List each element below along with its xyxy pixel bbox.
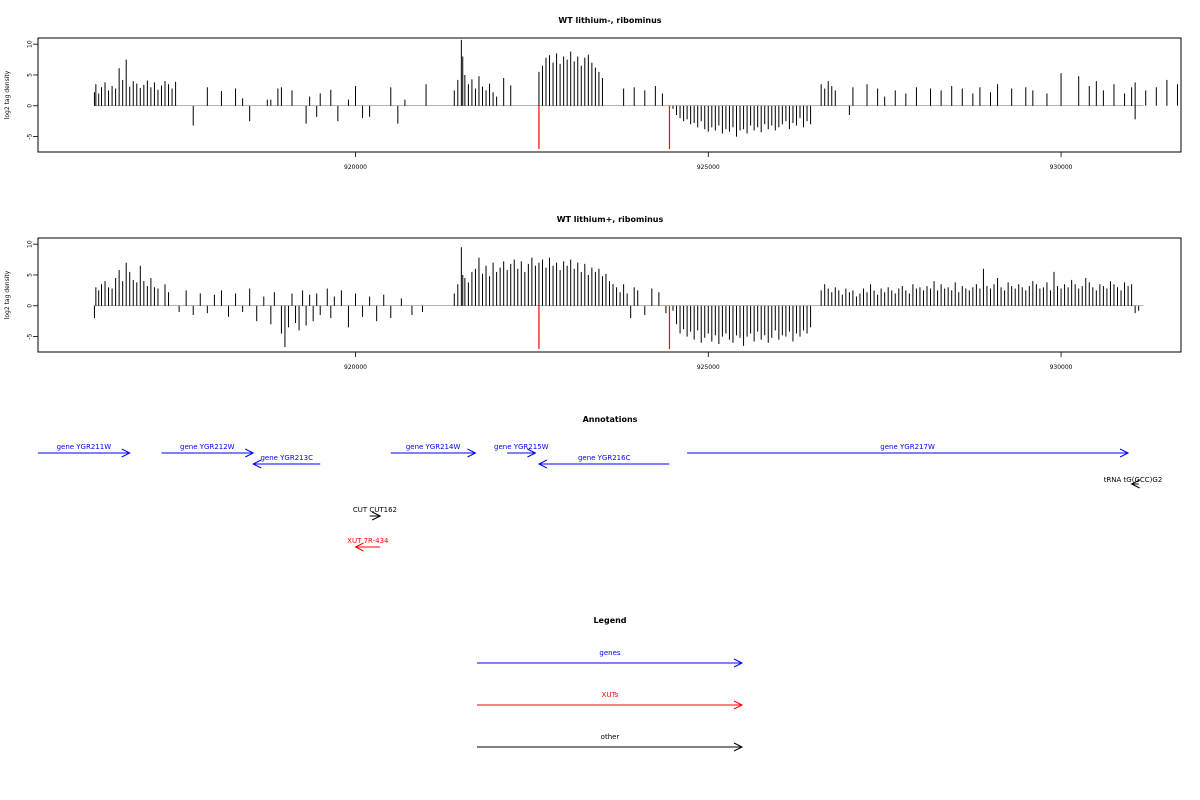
annotation-item: tRNA tG(GCC)G2 <box>1104 476 1163 489</box>
annotation-label: CUT CUT162 <box>353 506 397 514</box>
legend-label: XUTs <box>602 691 619 699</box>
annotation-item: gene YGR212W <box>161 443 255 458</box>
annotation-item: gene YGR216C <box>537 454 670 469</box>
y-tick-label: -5 <box>27 333 34 339</box>
y-axis-label: log2 tag density <box>4 270 11 319</box>
annotation-item: XUT 7R-434 <box>347 537 389 552</box>
y-tick-label: 0 <box>27 104 34 108</box>
legend-entry: XUTs <box>477 691 744 710</box>
plot-frame <box>37 37 1182 153</box>
y-tick-label: 0 <box>27 304 34 308</box>
legend-title: Legend <box>593 616 626 625</box>
annotation-label: tRNA tG(GCC)G2 <box>1104 476 1163 484</box>
x-tick-label: 930000 <box>1050 364 1073 371</box>
x-tick-label: 930000 <box>1050 164 1073 171</box>
chart-title: WT lithium-, ribominus <box>558 16 661 25</box>
arrow-head <box>527 448 537 458</box>
annotation-item: gene YGR211W <box>38 443 131 458</box>
annotation-label: gene YGR215W <box>494 443 549 451</box>
annotations-panel: Annotations gene YGR211W gene YGR212Wgene… <box>38 415 1163 552</box>
annotation-label: gene YGR214W <box>406 443 461 451</box>
x-tick-label: 925000 <box>697 164 720 171</box>
bar-group <box>93 39 1178 149</box>
arrow-head <box>1130 479 1140 489</box>
arrow-head <box>371 511 382 521</box>
annotation-label: XUT 7R-434 <box>347 537 389 545</box>
arrow-head <box>121 448 131 458</box>
annotation-item: gene YGR214W <box>390 443 477 458</box>
arrow-head <box>733 700 744 710</box>
arrow-head <box>252 459 262 469</box>
legend-label: genes <box>599 649 620 657</box>
arrow-head <box>733 742 744 752</box>
y-axis: 10 5 0 -5 <box>27 240 38 340</box>
legend-entry: genes <box>477 649 744 668</box>
annotation-item: gene YGR215W <box>494 443 549 458</box>
annotation-label: gene YGR212W <box>180 443 235 451</box>
y-axis: 10 5 0 -5 <box>27 40 38 140</box>
chart-title: WT lithium+, ribominus <box>557 215 664 224</box>
arrow-head <box>733 658 744 668</box>
bar-group <box>93 247 1144 349</box>
annotation-label: gene YGR211W <box>57 443 112 451</box>
annotations-title: Annotations <box>583 415 638 424</box>
legend: Legend genes XUTs other <box>477 616 744 752</box>
annotation-item: gene YGR213C <box>252 454 321 469</box>
arrow-head <box>1119 448 1130 458</box>
y-axis-label: log2 tag density <box>4 70 11 119</box>
annotation-items: gene YGR211W gene YGR212W gene YGR213C gene… <box>38 443 1163 552</box>
legend-entry: other <box>477 733 744 752</box>
annotation-item: gene YGR217W <box>687 443 1130 458</box>
x-tick-label: 920000 <box>344 164 367 171</box>
x-axis: 920000 925000 930000 <box>344 152 1073 171</box>
y-tick-label: -5 <box>27 133 34 139</box>
legend-label: other <box>601 733 620 741</box>
annotation-label: gene YGR217W <box>880 443 935 451</box>
arrow-head <box>354 542 364 552</box>
y-tick-label: 5 <box>27 73 34 77</box>
x-axis: 920000 925000 930000 <box>344 352 1073 371</box>
plot-frame <box>37 237 1182 353</box>
legend-entries: genes XUTs other <box>477 649 744 752</box>
arrow-head <box>244 448 255 458</box>
x-tick-label: 925000 <box>697 364 720 371</box>
y-tick-label: 5 <box>27 273 34 277</box>
arrow-head <box>467 448 477 458</box>
x-tick-label: 920000 <box>344 364 367 371</box>
annotation-label: gene YGR216C <box>578 454 631 462</box>
y-tick-label: 10 <box>27 40 34 48</box>
annotation-item: CUT CUT162 <box>353 506 397 521</box>
arrow-head <box>537 459 548 469</box>
y-tick-label: 10 <box>27 240 34 248</box>
annotation-label: gene YGR213C <box>260 454 313 462</box>
track-panel-lithium-minus: WT lithium-, ribominus log2 tag density … <box>4 16 1182 171</box>
track-panel-lithium-plus: WT lithium+, ribominus log2 tag density … <box>4 215 1182 371</box>
